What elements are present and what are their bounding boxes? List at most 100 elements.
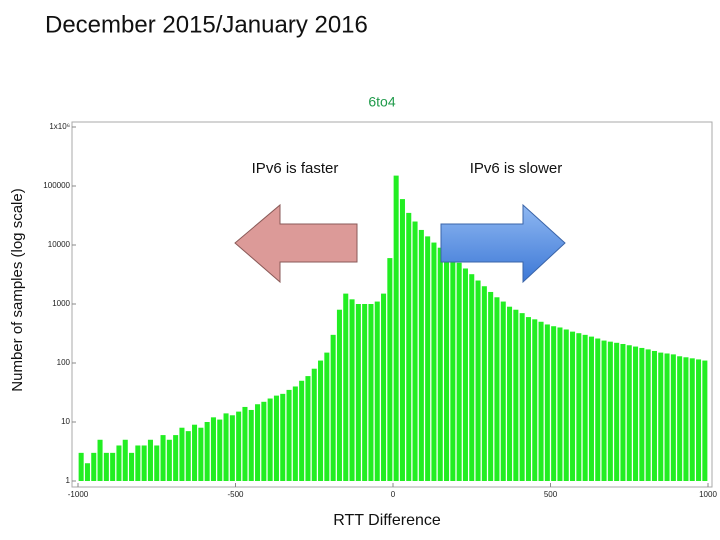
bar [166,439,172,481]
arrow-slower [440,203,566,284]
x-tick-label: 0 [391,490,396,499]
bar [311,368,317,481]
bar [658,352,664,481]
bar [696,359,702,481]
bar [141,445,147,481]
bar [683,357,689,481]
bar [97,439,103,481]
bar [198,427,204,481]
bar [519,313,525,481]
bar [292,386,298,481]
bar [204,422,210,481]
bar [399,199,405,481]
bar [607,341,613,481]
bar [633,346,639,481]
x-tick-label: 1000 [699,490,717,499]
bar [645,349,651,481]
bar [217,419,223,481]
bar [425,236,431,481]
bar [462,268,468,481]
bar [110,452,116,481]
bar [532,319,538,481]
bar [349,299,355,481]
bar [639,347,645,481]
y-axis-label: Number of samples (log scale) [9,188,26,391]
y-tick-label: 1 [66,476,71,485]
bar [469,274,475,481]
bar [626,345,632,481]
bar [538,321,544,481]
bar [267,398,273,481]
bar [702,360,708,481]
y-tick-label: 100 [57,358,71,367]
annotation: IPv6 is slower [470,160,563,177]
bar [248,409,254,481]
bar [444,252,450,481]
bar [437,247,443,481]
arrow-faster [234,203,358,284]
bar [387,258,393,481]
bar [154,445,160,481]
bar [507,306,513,481]
bar [122,439,128,481]
x-axis-label: RTT Difference [333,512,441,529]
bar [185,431,191,481]
bar [368,304,374,481]
bar [651,350,657,481]
bar [614,342,620,481]
bar [689,358,695,481]
y-tick-label: 10000 [48,240,71,249]
bar [544,324,550,481]
bar [286,389,292,481]
bar [664,353,670,481]
bar [330,334,336,481]
bar [406,212,412,482]
bar [431,242,437,481]
bar [551,326,557,481]
bar [620,343,626,481]
bar [595,338,601,481]
bar [412,221,418,481]
bar [381,293,387,481]
bar [147,439,153,481]
bar [236,411,242,481]
bar [324,352,330,481]
bar [173,435,179,481]
bar [299,380,305,481]
bar [229,415,235,481]
y-tick-label: 100000 [43,181,70,190]
bar [135,445,141,481]
bar [305,376,311,481]
bar [576,333,582,481]
x-tick-label: -1000 [68,490,89,499]
bar [557,327,563,481]
bar [513,309,519,481]
bar [179,427,185,481]
chart-title: December 2015/January 2016 [45,11,368,38]
bar [160,435,166,481]
bar [255,404,261,481]
bar [670,354,676,481]
annotation: IPv6 is faster [252,160,339,177]
bar [223,413,229,481]
bar [116,445,122,481]
bar [374,301,380,481]
bar [78,452,84,481]
bar [500,301,506,481]
bar [129,452,135,481]
bar [261,401,267,481]
bar [210,417,216,481]
bar [91,452,97,481]
chart-subtitle: 6to4 [368,94,395,110]
y-tick-label: 1x10⁶ [49,122,70,131]
y-tick-label: 10 [61,417,70,426]
bar [525,317,531,481]
bar [280,393,286,481]
bar [488,291,494,481]
bar [456,262,462,481]
bar [563,329,569,481]
bar [570,331,576,481]
bar [103,452,109,481]
bar [343,293,349,481]
